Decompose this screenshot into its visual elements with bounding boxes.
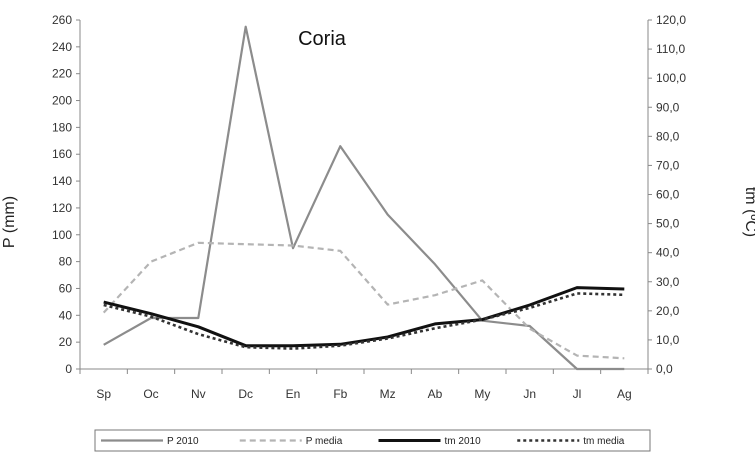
series-group	[102, 25, 625, 371]
right-tick-label: 40,0	[656, 246, 680, 260]
right-tick-label: 100,0	[656, 71, 686, 85]
right-axis-title: tm (ºC)	[742, 187, 755, 237]
x-tick-label: My	[474, 387, 490, 401]
left-tick-label: 80	[59, 255, 73, 269]
left-axis-title: P (mm)	[1, 196, 18, 248]
series-line-4	[103, 292, 625, 350]
left-tick-label: 100	[52, 228, 72, 242]
right-tick-label: 90,0	[656, 100, 680, 114]
left-tick-label: 240	[52, 40, 72, 54]
x-tick-label: Sp	[96, 387, 111, 401]
legend-label: P 2010	[167, 436, 199, 447]
left-tick-label: 260	[52, 13, 72, 27]
x-tick-label: Fb	[333, 387, 347, 401]
left-tick-label: 20	[59, 335, 73, 349]
series-line-3	[103, 286, 625, 348]
left-tick-label: 160	[52, 147, 72, 161]
left-tick-label: 200	[52, 94, 72, 108]
right-tick-label: 80,0	[656, 129, 680, 143]
left-tick-label: 120	[52, 201, 72, 215]
x-tick-label: Dc	[238, 387, 253, 401]
left-tick-label: 180	[52, 120, 72, 134]
x-tick-label: Jl	[573, 387, 582, 401]
chart-title: Coria	[298, 28, 347, 50]
legend-label: tm 2010	[445, 436, 482, 447]
right-tick-label: 110,0	[656, 42, 685, 56]
x-tick-label: Ab	[428, 387, 443, 401]
legend-label: tm media	[583, 436, 625, 447]
legend: P 2010 P media tm 2010 tm media	[94, 429, 651, 452]
left-tick-label: 60	[59, 281, 73, 295]
right-tick-label: 120,0	[656, 13, 686, 27]
left-tick-label: 220	[52, 67, 72, 81]
x-tick-label: En	[286, 387, 301, 401]
left-tick-label: 140	[52, 174, 72, 188]
x-tick-label: Ag	[617, 387, 632, 401]
right-tick-label: 70,0	[656, 158, 680, 172]
series-line-2	[102, 241, 625, 360]
x-tick-label: Jn	[523, 387, 536, 401]
x-tick-label: Oc	[143, 387, 158, 401]
axes: 0 20 40 60 80 100 120 140 160 180 200 220 240 260 0,0 1…	[52, 13, 686, 401]
right-tick-label: 10,0	[656, 333, 680, 347]
legend-box	[94, 429, 651, 452]
right-tick-label: 60,0	[656, 188, 680, 202]
x-tick-label: Mz	[380, 387, 396, 401]
legend-label: P media	[306, 436, 343, 447]
right-tick-label: 30,0	[656, 275, 680, 289]
left-tick-label: 0	[65, 362, 72, 376]
series-line-1	[103, 25, 625, 371]
x-tick-label: Nv	[191, 387, 206, 401]
right-tick-label: 50,0	[656, 217, 680, 231]
left-tick-label: 40	[59, 308, 73, 322]
right-tick-label: 0,0	[656, 362, 673, 376]
right-tick-label: 20,0	[656, 304, 680, 318]
